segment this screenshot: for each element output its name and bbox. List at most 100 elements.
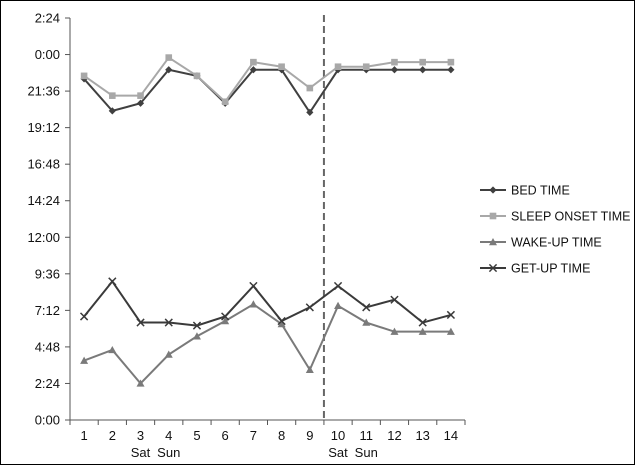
data-point xyxy=(136,318,145,327)
data-point xyxy=(306,108,314,117)
data-point xyxy=(277,316,286,326)
x-tick-label: 4 xyxy=(165,428,172,443)
data-point xyxy=(192,321,202,330)
data-point xyxy=(419,58,426,66)
data-point xyxy=(390,66,399,74)
data-point xyxy=(250,58,257,66)
data-point xyxy=(249,66,257,74)
data-point xyxy=(108,107,116,115)
data-point xyxy=(137,92,144,99)
x-tick-label: 1 xyxy=(80,428,87,443)
x-tick-label: 7 xyxy=(250,428,257,443)
data-point xyxy=(221,98,229,106)
series-wake-up-time xyxy=(80,300,455,387)
legend-label: BED TIME xyxy=(511,184,570,198)
data-point xyxy=(136,379,145,387)
y-tick-label: 19:12 xyxy=(27,120,60,135)
data-point xyxy=(333,281,343,291)
data-point xyxy=(249,300,258,308)
y-tick-label: 9:36 xyxy=(35,266,60,281)
series-get-up-time xyxy=(79,277,456,330)
series-bed-time xyxy=(80,66,455,117)
data-point xyxy=(305,303,314,312)
legend-label: SLEEP ONSET TIME xyxy=(511,210,631,224)
y-tick-label: 0:00 xyxy=(35,47,60,62)
data-point xyxy=(165,54,173,61)
legend-label: GET-UP TIME xyxy=(511,262,590,276)
legend-marker xyxy=(489,238,497,246)
y-tick-label: 21:36 xyxy=(27,84,60,99)
data-point xyxy=(108,277,117,286)
data-point xyxy=(390,295,399,304)
legend-marker xyxy=(489,186,497,194)
data-point xyxy=(334,63,342,71)
series-line xyxy=(83,303,451,385)
data-point xyxy=(79,312,89,321)
x-tick-label: 3 xyxy=(137,428,144,443)
series-line xyxy=(83,56,451,104)
x-tick-label: 5 xyxy=(193,428,200,443)
legend: BED TIME SLEEP ONSET TIME WAKE-UP TIME GET-… xyxy=(480,184,631,276)
data-point xyxy=(164,350,173,358)
legend-marker xyxy=(488,263,498,273)
data-point xyxy=(334,301,343,309)
y-axis: 0:00 2:24 4:48 7:12 9:36 12:00 14:24 16:48 19:12… xyxy=(27,11,71,428)
legend-item: SLEEP ONSET TIME xyxy=(480,210,631,224)
data-point xyxy=(249,281,258,291)
y-tick-label: 2:24 xyxy=(35,11,60,26)
data-point xyxy=(192,332,201,340)
data-point xyxy=(108,345,117,354)
data-point xyxy=(221,317,230,325)
x-sub-label: Sun xyxy=(355,445,378,460)
legend-label: WAKE-UP TIME xyxy=(511,236,602,250)
data-point xyxy=(278,63,285,71)
data-point xyxy=(109,92,116,99)
series-line xyxy=(83,68,451,115)
data-point xyxy=(418,318,427,327)
data-point xyxy=(165,66,173,74)
y-tick-label: 4:48 xyxy=(35,339,60,354)
data-point xyxy=(305,365,314,373)
data-point xyxy=(447,66,455,74)
x-sub-label: Sun xyxy=(157,445,180,460)
data-point xyxy=(221,312,230,321)
x-tick-label: 11 xyxy=(360,428,374,443)
y-tick-label: 2:24 xyxy=(35,376,60,391)
data-point xyxy=(446,327,455,335)
data-point xyxy=(362,63,370,71)
data-point xyxy=(277,320,286,328)
x-tick-label: 14 xyxy=(444,428,458,443)
legend-item: BED TIME xyxy=(480,184,570,198)
y-tick-label: 7:12 xyxy=(35,303,60,318)
data-point xyxy=(391,58,398,66)
legend-item: WAKE-UP TIME xyxy=(480,236,602,250)
data-point xyxy=(306,84,314,92)
data-point xyxy=(362,318,371,326)
y-tick-label: 0:00 xyxy=(35,413,60,428)
series-group xyxy=(79,54,456,387)
data-point xyxy=(419,66,427,74)
x-tick-label: 8 xyxy=(278,428,285,443)
x-tick-label: 6 xyxy=(222,428,229,443)
legend-marker xyxy=(489,212,497,220)
y-tick-label: 14:24 xyxy=(27,193,60,208)
x-sub-label: Sat xyxy=(328,445,348,460)
data-point xyxy=(447,58,455,66)
legend-item: GET-UP TIME xyxy=(480,262,590,276)
data-point xyxy=(164,318,173,327)
x-tick-label: 12 xyxy=(387,428,401,443)
series-line xyxy=(83,279,452,327)
data-point xyxy=(418,327,427,335)
data-point xyxy=(193,72,201,80)
y-tick-label: 16:48 xyxy=(27,157,60,172)
series-sleep-onset-time xyxy=(80,54,455,106)
data-point xyxy=(362,303,371,312)
data-point xyxy=(136,99,145,107)
x-tick-label: 9 xyxy=(306,428,313,443)
data-point xyxy=(390,327,399,335)
data-point xyxy=(446,310,456,320)
y-tick-label: 12:00 xyxy=(27,230,60,245)
